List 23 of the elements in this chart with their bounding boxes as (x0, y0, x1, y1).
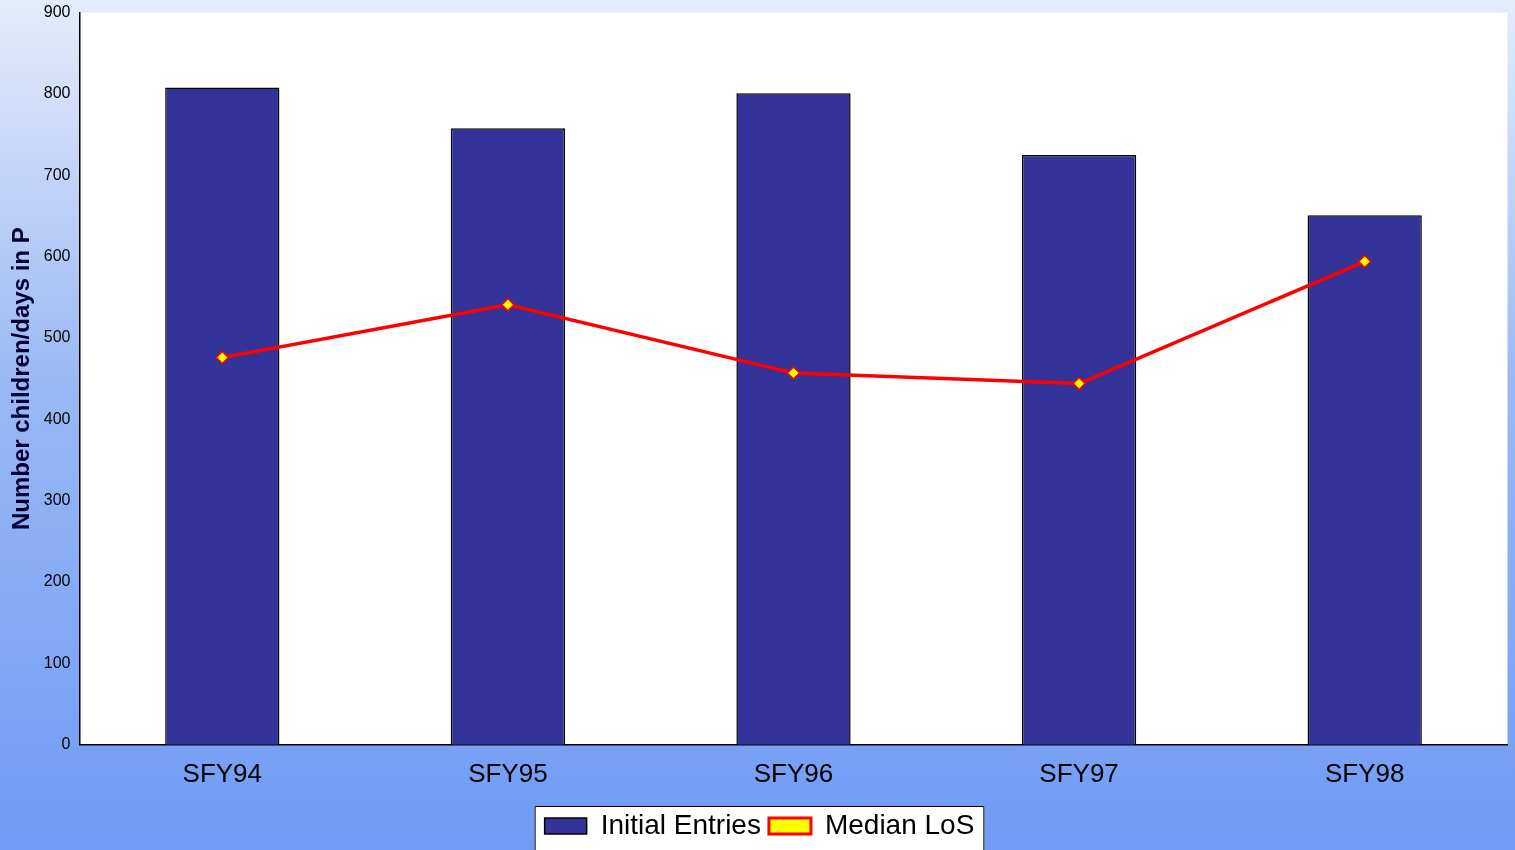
x-tick-label: SFY96 (753, 757, 834, 788)
y-tick-label: 700 (43, 165, 71, 183)
x-tick-label: SFY95 (468, 757, 548, 788)
y-tick-label: 800 (43, 84, 71, 102)
legend-label: Initial Entries (600, 808, 761, 840)
x-tick-label: SFY98 (1324, 757, 1405, 788)
point (215, 350, 230, 365)
y-tick-label: 600 (43, 247, 71, 265)
point (501, 297, 515, 312)
y-tick-label: 200 (43, 572, 71, 590)
x-tick-label: SFY97 (1039, 757, 1119, 788)
y-tick-label: 0 (61, 735, 71, 753)
y-tick-label: 100 (43, 653, 71, 671)
legend-label: Median LoS (824, 808, 975, 840)
point (1072, 376, 1086, 391)
x-tick-label: SFY94 (182, 757, 263, 788)
y-tick-label: 500 (43, 328, 71, 346)
y-tick-label: 300 (43, 491, 71, 509)
y-tick-label: 900 (43, 3, 71, 21)
y-axis-title: Number children/days in P (7, 227, 35, 531)
y-tick-label: 400 (43, 409, 71, 427)
point (786, 366, 801, 380)
point (1357, 254, 1372, 269)
